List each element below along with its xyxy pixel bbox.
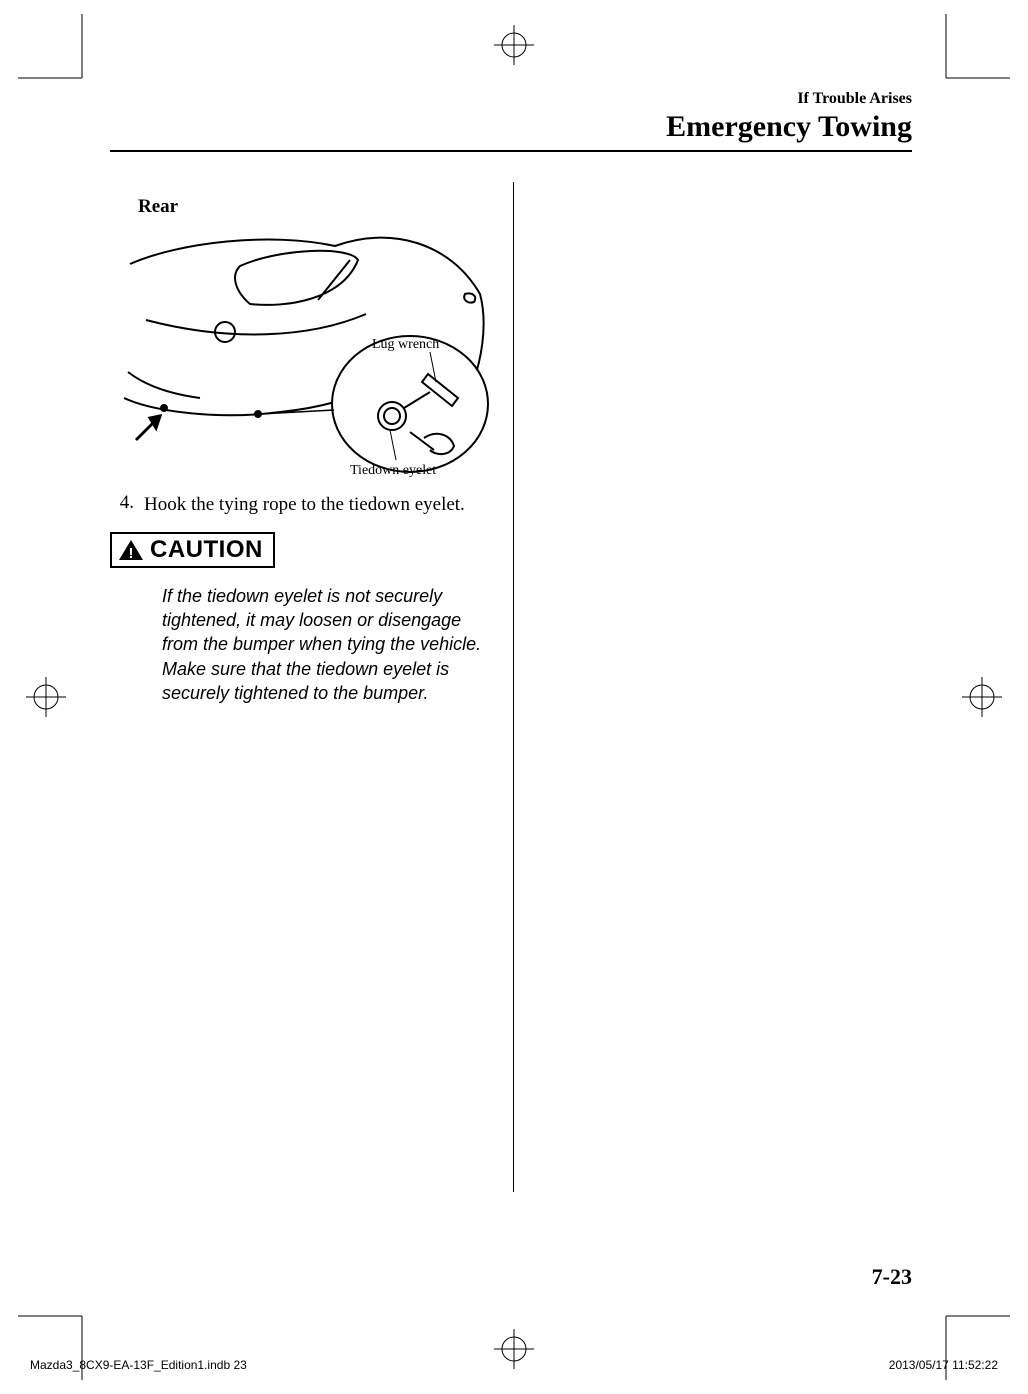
rear-heading: Rear	[138, 196, 501, 218]
svg-text:!: !	[129, 545, 134, 561]
tiedown-eyelet-label: Tiedown eyelet	[350, 463, 436, 478]
step-text: Hook the tying rope to the tiedown eyele…	[144, 492, 465, 518]
lug-wrench-label: Lug wrench	[372, 337, 439, 352]
header-rule	[110, 150, 912, 152]
right-column	[514, 182, 918, 1192]
section-title: Emergency Towing	[110, 110, 912, 144]
caution-badge: ! CAUTION	[110, 532, 275, 568]
warning-icon: !	[118, 539, 144, 561]
caution-body: If the tiedown eyelet is not securely ti…	[162, 584, 482, 705]
two-column-layout: Rear	[110, 182, 918, 1192]
page-header: If Trouble Arises Emergency Towing	[110, 90, 918, 152]
step-4: 4. Hook the tying rope to the tiedown ey…	[110, 492, 501, 518]
page-number: 7-23	[872, 1264, 912, 1290]
page-content: If Trouble Arises Emergency Towing Rear	[110, 90, 918, 1290]
chapter-title: If Trouble Arises	[110, 90, 912, 108]
left-column: Rear	[110, 182, 514, 1192]
caution-label: CAUTION	[150, 536, 263, 564]
step-number: 4.	[110, 492, 144, 518]
footer-filename: Mazda3_8CX9-EA-13F_Edition1.indb 23	[30, 1358, 247, 1372]
footer-timestamp: 2013/05/17 11:52:22	[889, 1358, 998, 1372]
tiedown-diagram: Lug wrench Tiedown eyelet	[110, 224, 490, 484]
